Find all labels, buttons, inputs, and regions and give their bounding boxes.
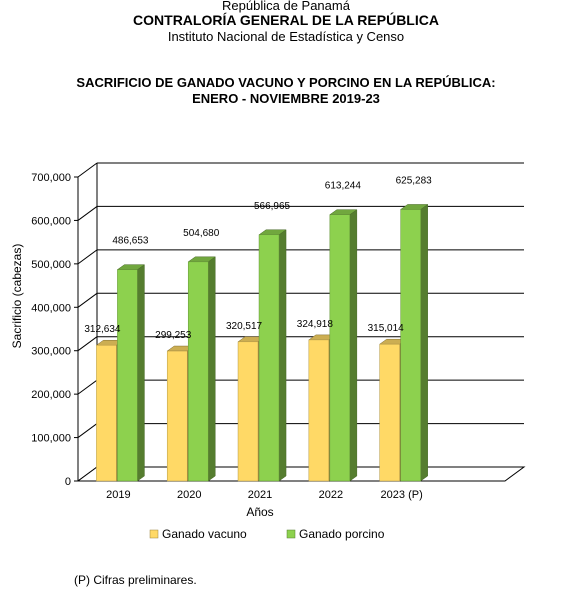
bars: [95, 203, 429, 482]
y-tick-label: 200,000: [31, 389, 71, 401]
legend-swatch: [149, 529, 159, 539]
x-axis-label: Años: [246, 505, 273, 519]
x-tick-label: 2020: [177, 489, 201, 501]
y-axis-label: Sacrificio (cabezas): [10, 244, 24, 349]
gridline-depth: [77, 379, 98, 395]
y-tick-label: 400,000: [31, 302, 71, 314]
data-label: 504,680: [183, 228, 220, 239]
y-tick-label: 700,000: [31, 172, 71, 184]
header-line-2: CONTRALORÍA GENERAL DE LA REPÚBLICA: [133, 12, 439, 28]
header-line-1: República de Panamá: [222, 0, 350, 13]
legend-entry: Ganado porcino: [286, 527, 385, 541]
legend: Ganado vacuno Ganado porcino: [149, 527, 385, 541]
y-tick-label: 500,000: [31, 259, 71, 271]
data-label: 299,253: [155, 330, 192, 341]
data-labels: 312,634 486,653 299,253 504,680 320,517 566,9…: [84, 175, 432, 341]
x-tick-label: 2019: [106, 489, 130, 501]
legend-label: Ganado porcino: [299, 527, 385, 541]
gridline-depth: [77, 162, 98, 178]
data-label: 566,965: [254, 201, 291, 212]
floor: [76, 466, 526, 482]
x-tick-label: 2022: [319, 489, 343, 501]
legend-swatch: [286, 529, 296, 539]
data-label: 320,517: [226, 321, 263, 332]
bar: [187, 256, 216, 482]
footnote: (P) Cifras preliminares.: [74, 573, 197, 587]
data-label: 315,014: [368, 323, 405, 334]
gridline-depth: [77, 249, 98, 265]
y-tick-label: 600,000: [31, 215, 71, 227]
x-tick-label: 2023 (P): [381, 489, 423, 501]
gridline-depth: [77, 336, 98, 352]
bar: [329, 209, 358, 482]
y-tick-label: 100,000: [31, 433, 71, 445]
chart-subtitle: ENERO - NOVIEMBRE 2019-23: [192, 91, 380, 106]
tick-labels: 0 100,000 200,000 300,000 400,000 500,000 600,…: [31, 172, 423, 501]
data-label: 312,634: [84, 324, 121, 335]
x-tick-label: 2021: [248, 489, 272, 501]
bar: [399, 203, 429, 482]
gridline-depth: [77, 206, 98, 221]
data-label: 625,283: [396, 175, 433, 186]
chart-title: SACRIFICIO DE GANADO VACUNO Y PORCINO EN…: [76, 75, 496, 90]
data-label: 613,244: [325, 181, 362, 192]
data-label: 324,918: [297, 319, 334, 330]
y-tick-label: 300,000: [31, 346, 71, 358]
legend-label: Ganado vacuno: [162, 527, 247, 541]
gridline-depth: [77, 292, 98, 308]
header-line-3: Instituto Nacional de Estadística y Cens…: [167, 29, 405, 44]
gridline-depth: [77, 423, 98, 438]
bar: [258, 229, 287, 482]
y-tick-label: 0: [65, 476, 71, 488]
legend-entry: Ganado vacuno: [149, 527, 247, 541]
data-label: 486,653: [112, 236, 149, 247]
bar: [116, 264, 146, 482]
